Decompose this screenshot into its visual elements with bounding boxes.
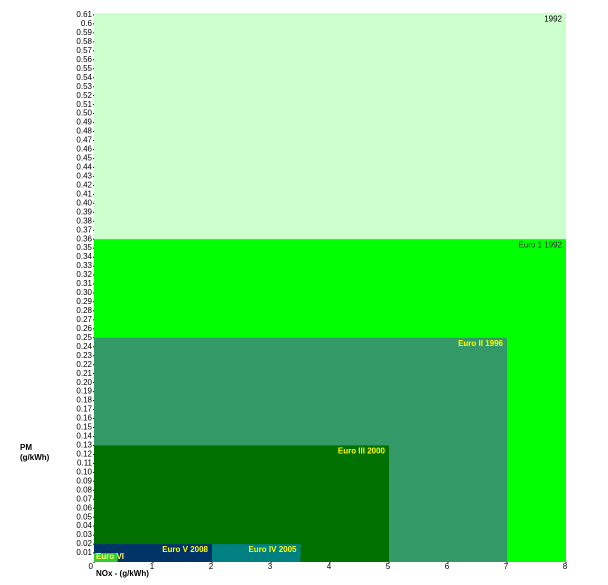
region-label: Euro V 2008 (162, 545, 208, 554)
y-tick-label: 0.19 (76, 387, 92, 396)
x-tick-label: 1 (150, 562, 155, 571)
y-tick-label: 0.03 (76, 530, 92, 539)
standard-region (94, 445, 389, 562)
y-tick-label: 0.35 (76, 243, 92, 252)
x-tick-label: 7 (504, 562, 509, 571)
region-label: Euro II 1996 (458, 339, 503, 348)
y-tick-label: 0.27 (76, 315, 92, 324)
region-label: Euro 1 1992 (518, 240, 562, 249)
y-tick-label: 0.46 (76, 145, 92, 154)
y-tick-label: 0.61 (76, 10, 92, 19)
y-tick-label: 0.36 (76, 234, 92, 243)
x-tick-label: 6 (445, 562, 450, 571)
y-axis-label: PM (20, 443, 32, 452)
region-label: Euro III 2000 (338, 447, 386, 456)
y-tick-label: 0.06 (76, 503, 92, 512)
y-tick-label: 0.43 (76, 171, 92, 180)
y-tick-label: 0.39 (76, 207, 92, 216)
y-tick-label: 0.10 (76, 467, 92, 476)
region-label: Euro IV 2005 (248, 545, 297, 554)
y-tick-label: 0.22 (76, 360, 92, 369)
y-tick-label: 0.25 (76, 333, 92, 342)
x-axis-label: NOx - (g/kWh) (96, 569, 149, 578)
x-tick-label: 5 (386, 562, 391, 571)
y-tick-label: 0.58 (76, 37, 92, 46)
y-tick-label: 0.49 (76, 118, 92, 127)
x-tick-label: 8 (563, 562, 568, 571)
y-axis-label: (g/kWh) (20, 453, 50, 462)
y-tick-label: 0.32 (76, 270, 92, 279)
standard-region (94, 553, 118, 562)
y-tick-label: 0.04 (76, 521, 92, 530)
y-tick-label: 0.40 (76, 198, 92, 207)
y-tick-label: 0.45 (76, 154, 92, 163)
y-tick-label: 0.08 (76, 485, 92, 494)
y-tick-label: 0.44 (76, 163, 92, 172)
y-tick-label: 0.53 (76, 82, 92, 91)
y-tick-label: 0.34 (76, 252, 92, 261)
y-tick-label: 0.55 (76, 64, 92, 73)
y-tick-label: 0.11 (77, 458, 93, 467)
y-tick-label: 0.56 (76, 55, 92, 64)
y-tick-label: 0.02 (76, 539, 92, 548)
standard-region (94, 544, 212, 562)
y-tick-label: 0.57 (76, 46, 92, 55)
x-tick-label: 4 (327, 562, 332, 571)
y-tick-label: 0.17 (76, 405, 92, 414)
y-tick-label: 0.16 (76, 414, 92, 423)
y-tick-label: 0.33 (76, 261, 92, 270)
region-label: Euro VI (96, 552, 124, 561)
y-tick-label: 0.12 (76, 449, 92, 458)
y-tick-label: 0.24 (76, 342, 92, 351)
y-tick-label: 0.01 (76, 548, 92, 557)
y-tick-label: 0.6 (81, 19, 93, 28)
y-tick-label: 0.59 (76, 28, 92, 37)
y-tick-label: 0.18 (76, 396, 92, 405)
y-tick-label: 0.38 (76, 216, 92, 225)
y-tick-label: 0.37 (76, 225, 92, 234)
y-tick-label: 0.21 (76, 369, 92, 378)
y-tick-label: 0.50 (76, 109, 92, 118)
y-tick-label: 0.31 (76, 279, 92, 288)
y-tick-label: 0.28 (76, 306, 92, 315)
y-tick-label: 0.42 (76, 180, 92, 189)
y-tick-label: 0.52 (76, 91, 92, 100)
y-tick-label: 0.23 (76, 351, 92, 360)
x-tick-label: 3 (268, 562, 273, 571)
region-label: 1992 (544, 14, 562, 23)
x-tick-label: 2 (209, 562, 214, 571)
y-tick-label: 0.54 (76, 73, 92, 82)
x-tick-label: 0 (89, 562, 94, 571)
y-tick-label: 0.13 (76, 441, 92, 450)
y-tick-label: 0.07 (76, 494, 92, 503)
y-tick-label: 0.51 (76, 100, 92, 109)
y-tick-label: 0.48 (76, 127, 92, 136)
y-tick-label: 0.30 (76, 288, 92, 297)
y-tick-label: 0.15 (76, 423, 92, 432)
y-tick-label: 0.26 (76, 324, 92, 333)
y-tick-label: 0.14 (76, 432, 92, 441)
y-tick-label: 0.20 (76, 378, 92, 387)
y-tick-label: 0.47 (76, 136, 92, 145)
y-tick-label: 0.05 (76, 512, 92, 521)
y-tick-label: 0.29 (76, 297, 92, 306)
y-tick-label: 0.09 (76, 476, 92, 485)
y-tick-label: 0.41 (76, 189, 92, 198)
